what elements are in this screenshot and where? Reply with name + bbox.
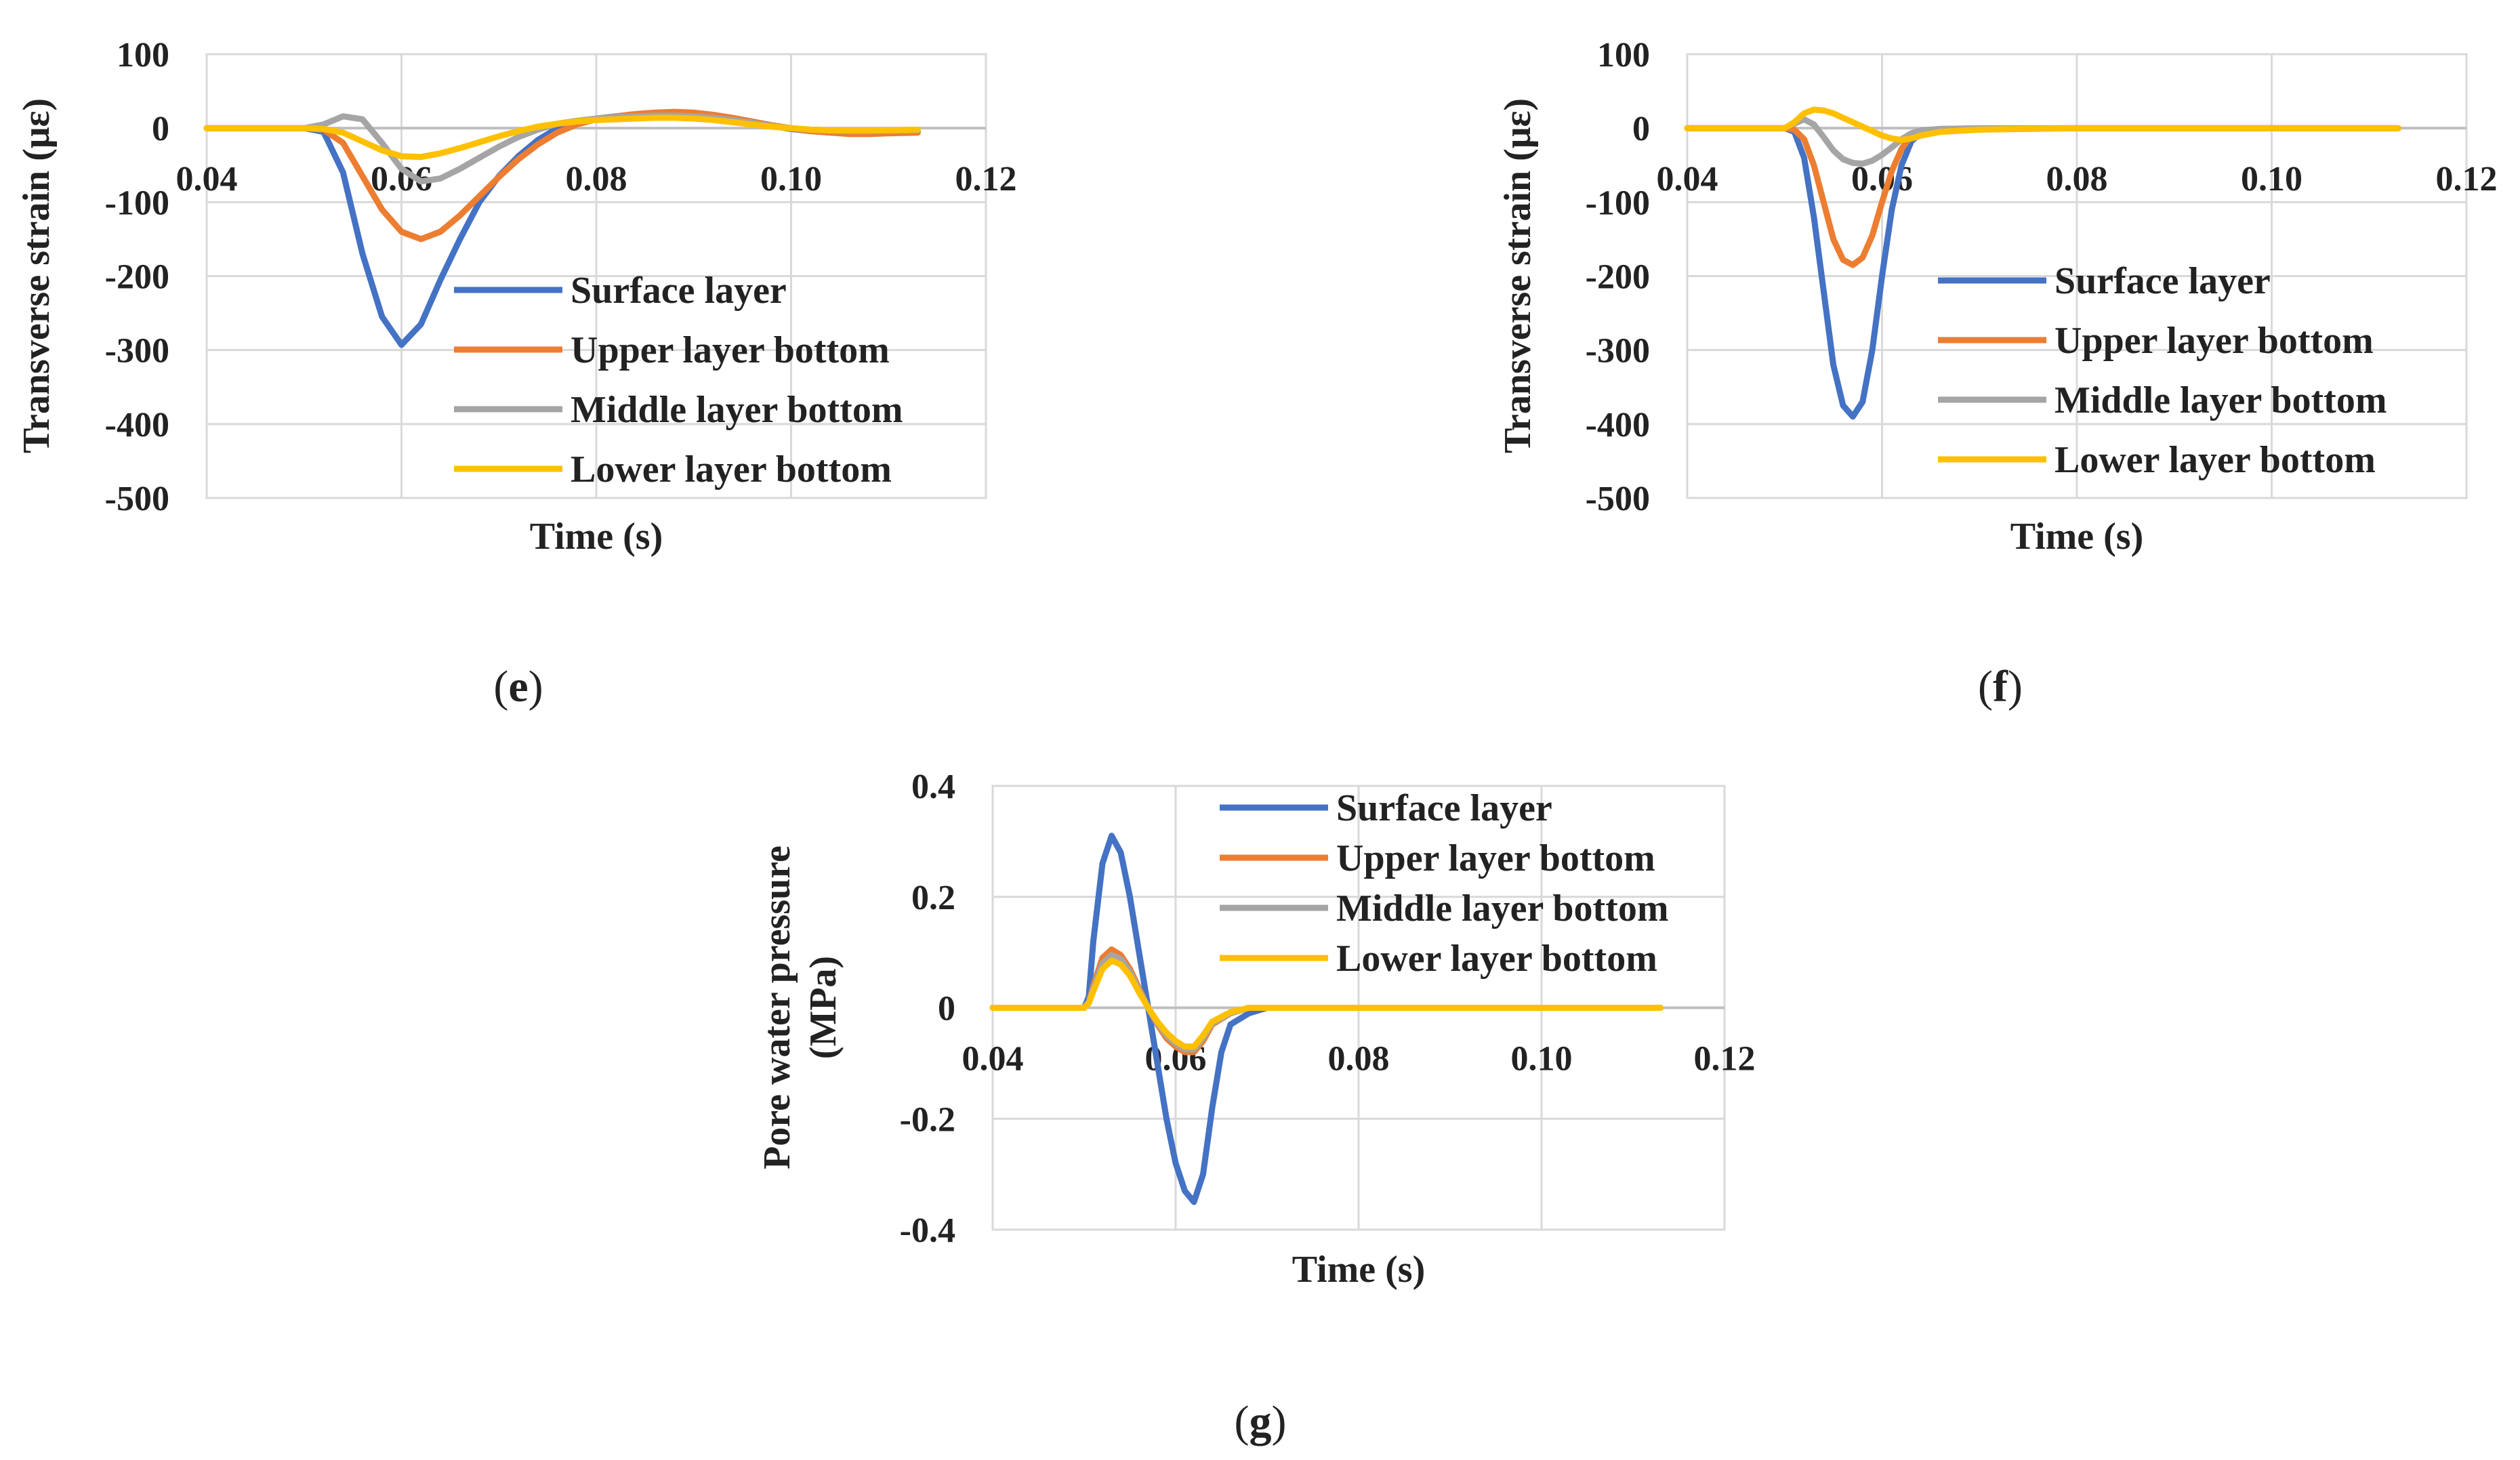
legend-entry: Middle layer bottom xyxy=(1336,888,1668,930)
legend-entry: Lower layer bottom xyxy=(2054,439,2376,481)
x-tick-label: 0.12 xyxy=(955,160,1017,199)
y-tick-label: 100 xyxy=(1597,36,1650,75)
legend-entry: Upper layer bottom xyxy=(2054,320,2374,362)
panel-label-open: ( xyxy=(493,662,508,711)
y-tick-label: 0 xyxy=(938,990,955,1028)
legend-entry: Upper layer bottom xyxy=(1336,837,1655,879)
y-tick-label: 0 xyxy=(152,110,169,148)
x-tick-label: 0.08 xyxy=(1328,1040,1390,1079)
series-line-lower xyxy=(989,957,1664,1050)
y-tick-label: -300 xyxy=(105,332,169,371)
y-axis-label: Pore water pressure xyxy=(756,846,798,1169)
panel-label-letter: g xyxy=(1249,1397,1272,1446)
panel-label-close: ) xyxy=(529,662,543,711)
x-axis-label: Time (s) xyxy=(2010,516,2144,558)
panel-label-close: ) xyxy=(1272,1397,1287,1446)
y-tick-label: -0.2 xyxy=(900,1100,955,1139)
legend-entry: Upper layer bottom xyxy=(571,329,890,371)
x-axis-label: Time (s) xyxy=(530,516,663,558)
y-tick-label: -400 xyxy=(1586,406,1650,444)
y-axis-label: (MPa) xyxy=(802,956,844,1059)
y-tick-label: 0.2 xyxy=(911,879,955,917)
x-tick-label: 0.10 xyxy=(760,160,822,199)
y-tick-label: 0 xyxy=(1632,110,1650,148)
panel-label-letter: f xyxy=(1993,662,2008,711)
x-tick-label: 0.12 xyxy=(2436,160,2498,199)
y-tick-label: 0.4 xyxy=(911,768,955,806)
y-tick-label: -200 xyxy=(1586,258,1650,297)
y-tick-label: -100 xyxy=(105,184,169,222)
y-tick-label: -200 xyxy=(105,258,169,297)
y-tick-label: -500 xyxy=(1586,480,1650,518)
chart-g: 0.40.20-0.2-0.40.04 0.06 0.08 0.10 0.12Time … xyxy=(756,768,1756,1291)
y-tick-label: 100 xyxy=(117,36,169,75)
y-tick-label: -300 xyxy=(1586,332,1650,371)
x-axis-label: Time (s) xyxy=(1292,1249,1426,1291)
panel-label-open: ( xyxy=(1978,662,1993,711)
series-line-surface xyxy=(203,109,921,348)
y-axis-label: Transverse strain (με) xyxy=(1497,98,1539,453)
x-tick-label: 0.08 xyxy=(2046,160,2108,199)
x-tick-label: 0.04 xyxy=(176,160,238,199)
x-tick-label: 0.04 xyxy=(962,1040,1024,1079)
legend-entry: Surface layer xyxy=(1336,787,1552,829)
x-tick-label: 0.10 xyxy=(1511,1040,1573,1079)
panel-label: (f) xyxy=(1978,662,2023,711)
legend-entry: Middle layer bottom xyxy=(2054,379,2387,421)
legend: Surface layer Upper layer bottom Middle la… xyxy=(454,270,903,491)
x-tick-label: 0.12 xyxy=(1694,1040,1756,1079)
legend-entry: Lower layer bottom xyxy=(571,449,892,491)
panel-label: (g) xyxy=(1235,1397,1287,1446)
y-tick-label: -500 xyxy=(105,480,169,518)
y-tick-label: -400 xyxy=(105,406,169,444)
panel-label: (e) xyxy=(493,662,543,711)
y-axis-label: Transverse strain (με) xyxy=(16,98,58,453)
panel-label-close: ) xyxy=(2008,662,2023,711)
x-tick-label: 0.08 xyxy=(566,160,627,199)
legend-entry: Middle layer bottom xyxy=(571,389,903,431)
panel-label-letter: e xyxy=(508,662,528,711)
x-tick-label: 0.04 xyxy=(1657,160,1718,199)
series-line-lower xyxy=(1684,106,2401,144)
series-line-lower xyxy=(203,114,921,161)
legend: Surface layer Upper layer bottom Middle la… xyxy=(1938,260,2387,481)
y-tick-label: -100 xyxy=(1586,184,1650,222)
x-tick-label: 0.10 xyxy=(2241,160,2302,199)
legend-entry: Lower layer bottom xyxy=(1336,938,1657,980)
panel-label-open: ( xyxy=(1235,1397,1249,1446)
legend-entry: Surface layer xyxy=(571,270,787,312)
y-tick-label: -0.4 xyxy=(900,1211,955,1250)
legend-entry: Surface layer xyxy=(2054,260,2271,302)
legend: Surface layer Upper layer bottom Middle la… xyxy=(1220,787,1668,980)
